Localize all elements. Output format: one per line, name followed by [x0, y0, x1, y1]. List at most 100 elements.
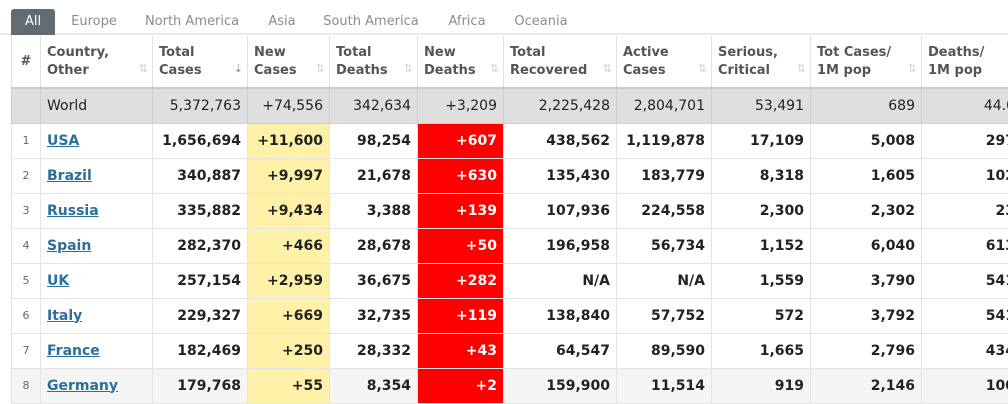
region-tabs: All Europe North America Asia South Amer…: [0, 0, 1008, 35]
cases-per-million-cell: 3,792: [811, 298, 922, 333]
country-link[interactable]: Spain: [47, 238, 91, 254]
tab-africa[interactable]: Africa: [440, 9, 494, 35]
cases-per-million-cell: 2,796: [811, 333, 922, 368]
country-link[interactable]: UK: [47, 273, 69, 289]
country-link[interactable]: USA: [47, 133, 79, 149]
new-cases-cell: +55: [248, 368, 330, 403]
country-link[interactable]: France: [47, 343, 100, 359]
serious-critical-cell: 1,152: [712, 228, 811, 263]
total-recovered-cell: N/A: [504, 263, 617, 298]
active-cases-cell: N/A: [617, 263, 712, 298]
total-deaths-cell: 8,354: [330, 368, 418, 403]
active-cases-cell: 1,119,878: [617, 123, 712, 158]
country-name-cell: Germany: [41, 368, 153, 403]
sort-icon: ⇅: [139, 60, 147, 78]
new-deaths-cell: +282: [418, 263, 504, 298]
deaths-per-million-cell: 23: [922, 193, 1008, 228]
total-cases-cell: 179,768: [153, 368, 248, 403]
header-deaths-per-million[interactable]: Deaths/1M pop⇅: [922, 36, 1008, 88]
tab-south-america[interactable]: South America: [316, 9, 426, 35]
country-row: 6 Italy 229,327 +669 32,735 +119 138,840…: [12, 298, 1008, 333]
sort-icon: ⇅: [797, 60, 805, 78]
country-name-cell: USA: [41, 123, 153, 158]
total-deaths-cell: 98,254: [330, 123, 418, 158]
header-serious-critical[interactable]: Serious,Critical⇅: [712, 36, 811, 88]
serious-critical-cell: 572: [712, 298, 811, 333]
deaths-per-million-cell: 613: [922, 228, 1008, 263]
country-name-cell: Russia: [41, 193, 153, 228]
tab-all[interactable]: All: [11, 9, 55, 35]
total-recovered-cell: 438,562: [504, 123, 617, 158]
total-cases-cell: 257,154: [153, 263, 248, 298]
new-cases-cell: +9,997: [248, 158, 330, 193]
world-total-row: World 5,372,763 +74,556 342,634 +3,209 2…: [12, 88, 1008, 123]
sort-icon: ⇅: [490, 60, 498, 78]
country-row: 2 Brazil 340,887 +9,997 21,678 +630 135,…: [12, 158, 1008, 193]
total-cases-cell: 182,469: [153, 333, 248, 368]
new-deaths-cell: +50: [418, 228, 504, 263]
serious-critical-cell: 1,665: [712, 333, 811, 368]
country-link[interactable]: Italy: [47, 308, 82, 324]
header-cases-per-million[interactable]: Tot Cases/1M pop⇅: [811, 36, 922, 88]
deaths-per-million-cell: 434: [922, 333, 1008, 368]
header-country[interactable]: Country,Other⇅: [41, 36, 153, 88]
world-new-deaths: +3,209: [418, 88, 504, 123]
serious-critical-cell: 919: [712, 368, 811, 403]
world-index-cell: [12, 88, 41, 123]
world-name: World: [41, 88, 153, 123]
total-deaths-cell: 21,678: [330, 158, 418, 193]
tab-north-america[interactable]: North America: [137, 9, 247, 35]
cases-per-million-cell: 2,146: [811, 368, 922, 403]
total-deaths-cell: 28,678: [330, 228, 418, 263]
deaths-per-million-cell: 541: [922, 263, 1008, 298]
world-total-cases: 5,372,763: [153, 88, 248, 123]
new-deaths-cell: +2: [418, 368, 504, 403]
sort-icon: ⇅: [603, 60, 611, 78]
country-name-cell: Spain: [41, 228, 153, 263]
new-cases-cell: +11,600: [248, 123, 330, 158]
world-total-deaths: 342,634: [330, 88, 418, 123]
total-cases-cell: 1,656,694: [153, 123, 248, 158]
active-cases-cell: 57,752: [617, 298, 712, 333]
tab-oceania[interactable]: Oceania: [507, 9, 575, 35]
new-deaths-cell: +119: [418, 298, 504, 333]
country-row: 8 Germany 179,768 +55 8,354 +2 159,900 1…: [12, 368, 1008, 403]
row-index: 8: [12, 368, 41, 403]
country-link[interactable]: Russia: [47, 203, 99, 219]
world-new-cases: +74,556: [248, 88, 330, 123]
total-deaths-cell: 32,735: [330, 298, 418, 333]
world-cases-per-million: 689: [811, 88, 922, 123]
country-row: 4 Spain 282,370 +466 28,678 +50 196,958 …: [12, 228, 1008, 263]
sort-icon: ⇅: [316, 60, 324, 78]
country-name-cell: Brazil: [41, 158, 153, 193]
total-recovered-cell: 64,547: [504, 333, 617, 368]
tab-asia[interactable]: Asia: [260, 9, 304, 35]
row-index: 5: [12, 263, 41, 298]
sort-desc-icon: ⇣: [234, 60, 242, 78]
new-deaths-cell: +43: [418, 333, 504, 368]
serious-critical-cell: 8,318: [712, 158, 811, 193]
cases-per-million-cell: 1,605: [811, 158, 922, 193]
row-index: 2: [12, 158, 41, 193]
header-index: #: [12, 36, 41, 88]
active-cases-cell: 224,558: [617, 193, 712, 228]
cases-per-million-cell: 5,008: [811, 123, 922, 158]
row-index: 4: [12, 228, 41, 263]
country-name-cell: France: [41, 333, 153, 368]
country-link[interactable]: Germany: [47, 378, 118, 394]
deaths-per-million-cell: 297: [922, 123, 1008, 158]
total-cases-cell: 229,327: [153, 298, 248, 333]
country-link[interactable]: Brazil: [47, 168, 92, 184]
deaths-per-million-cell: 100: [922, 368, 1008, 403]
active-cases-cell: 11,514: [617, 368, 712, 403]
tab-europe[interactable]: Europe: [61, 9, 127, 35]
total-cases-cell: 282,370: [153, 228, 248, 263]
